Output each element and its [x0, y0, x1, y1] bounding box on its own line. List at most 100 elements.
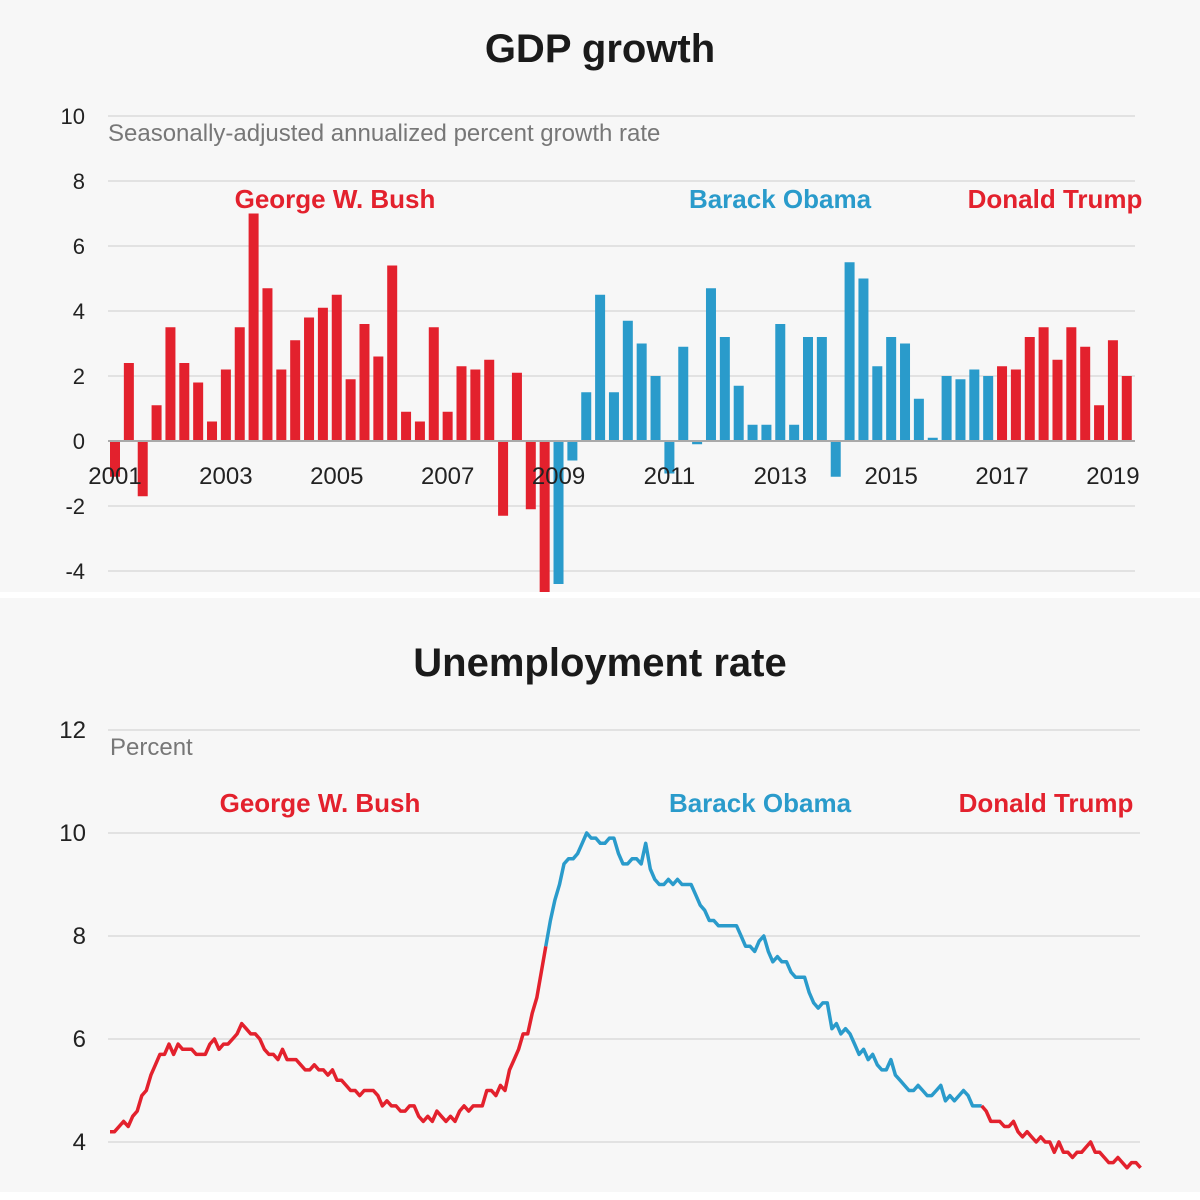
bar — [1107, 340, 1118, 441]
bar — [636, 343, 647, 441]
bar — [470, 369, 481, 441]
president-label: Donald Trump — [968, 184, 1143, 214]
bar — [359, 324, 370, 441]
president-label: George W. Bush — [235, 184, 436, 214]
bar — [844, 262, 855, 441]
bar — [317, 307, 328, 441]
bar — [193, 382, 204, 441]
y-tick-label: 8 — [73, 923, 86, 950]
y-tick-label: 4 — [73, 299, 85, 324]
bar — [525, 441, 536, 510]
bar — [997, 366, 1008, 441]
bar — [123, 363, 134, 441]
x-tick-label: 2017 — [975, 463, 1028, 490]
bar — [567, 441, 578, 461]
series-line-george-w-bush — [110, 945, 548, 1134]
bar — [137, 441, 148, 497]
y-tick-label: 4 — [73, 1129, 86, 1156]
x-tick-label: 2015 — [864, 463, 917, 490]
bar — [692, 441, 703, 445]
bar — [373, 356, 384, 441]
bar — [678, 346, 689, 441]
unemployment-panel: 12 10 8 6 4 Unemployment rate Percent George… — [0, 598, 1200, 1192]
bar — [539, 441, 550, 592]
bar — [969, 369, 980, 441]
bar — [595, 294, 606, 441]
bar — [858, 278, 869, 441]
bar — [234, 327, 245, 441]
bar — [1066, 327, 1077, 441]
bar — [983, 376, 994, 441]
bar — [331, 294, 342, 441]
bar — [207, 421, 218, 441]
bar — [747, 424, 758, 441]
y-tick-label: 10 — [59, 820, 86, 847]
bar — [816, 337, 827, 441]
bar — [401, 411, 412, 441]
bar — [941, 376, 952, 441]
bar — [1094, 405, 1105, 441]
bar — [442, 411, 453, 441]
bar — [622, 320, 633, 441]
x-tick-label: 2003 — [199, 463, 252, 490]
gdp-growth-chart: 10 8 6 4 2 0 -2 -4 GDP growth Seasonally-adjust… — [61, 27, 1143, 592]
bar — [1010, 369, 1021, 441]
bar — [761, 424, 772, 441]
series-line-donald-trump — [980, 1104, 1142, 1170]
bar — [650, 376, 661, 441]
bar — [608, 392, 619, 441]
president-label: Barack Obama — [669, 788, 852, 818]
bar — [1080, 346, 1091, 441]
bar — [248, 213, 259, 441]
bar — [165, 327, 176, 441]
bar — [345, 379, 356, 441]
x-tick-label: 2005 — [310, 463, 363, 490]
y-tick-label: -2 — [65, 494, 85, 519]
y-tick-label: 12 — [59, 717, 86, 744]
y-tick-label: 6 — [73, 234, 85, 259]
bar — [456, 366, 467, 441]
bar — [179, 363, 190, 441]
bar — [498, 441, 509, 516]
gdp-growth-panel: 10 8 6 4 2 0 -2 -4 GDP growth Seasonally-adjust… — [0, 0, 1200, 592]
bar — [484, 359, 495, 441]
bar — [1038, 327, 1049, 441]
y-tick-label: 10 — [61, 104, 85, 129]
chart-subtitle: Percent — [110, 734, 193, 761]
x-tick-label: 2007 — [421, 463, 474, 490]
x-tick-label: 2011 — [644, 463, 696, 490]
bar — [705, 288, 716, 441]
bar — [1024, 337, 1035, 441]
bar — [511, 372, 522, 441]
bar — [581, 392, 592, 441]
bar — [775, 324, 786, 441]
bar — [913, 398, 924, 441]
bar — [1052, 359, 1063, 441]
x-tick-label: 2013 — [754, 463, 807, 490]
president-label: George W. Bush — [220, 788, 421, 818]
president-label: Barack Obama — [689, 184, 872, 214]
y-tick-label: 6 — [73, 1026, 86, 1053]
chart-title: GDP growth — [485, 27, 715, 71]
chart-title: Unemployment rate — [413, 641, 786, 685]
bar — [664, 441, 675, 474]
series-line-barack-obama — [544, 831, 982, 1108]
bar — [276, 369, 287, 441]
bar — [262, 288, 273, 441]
chart-subtitle: Seasonally-adjusted annualized percent g… — [108, 120, 660, 147]
bar — [733, 385, 744, 441]
y-tick-label: 0 — [73, 429, 85, 454]
bar — [955, 379, 966, 441]
unemployment-chart: 12 10 8 6 4 Unemployment rate Percent George… — [59, 641, 1142, 1170]
bar — [151, 405, 162, 441]
x-tick-label: 2019 — [1086, 463, 1139, 490]
bar — [1121, 376, 1132, 441]
bar — [553, 441, 564, 584]
bar — [428, 327, 439, 441]
bar — [872, 366, 883, 441]
bar — [414, 421, 425, 441]
bar — [387, 265, 398, 441]
y-tick-label: -4 — [65, 559, 85, 584]
bar — [290, 340, 301, 441]
bar — [900, 343, 911, 441]
